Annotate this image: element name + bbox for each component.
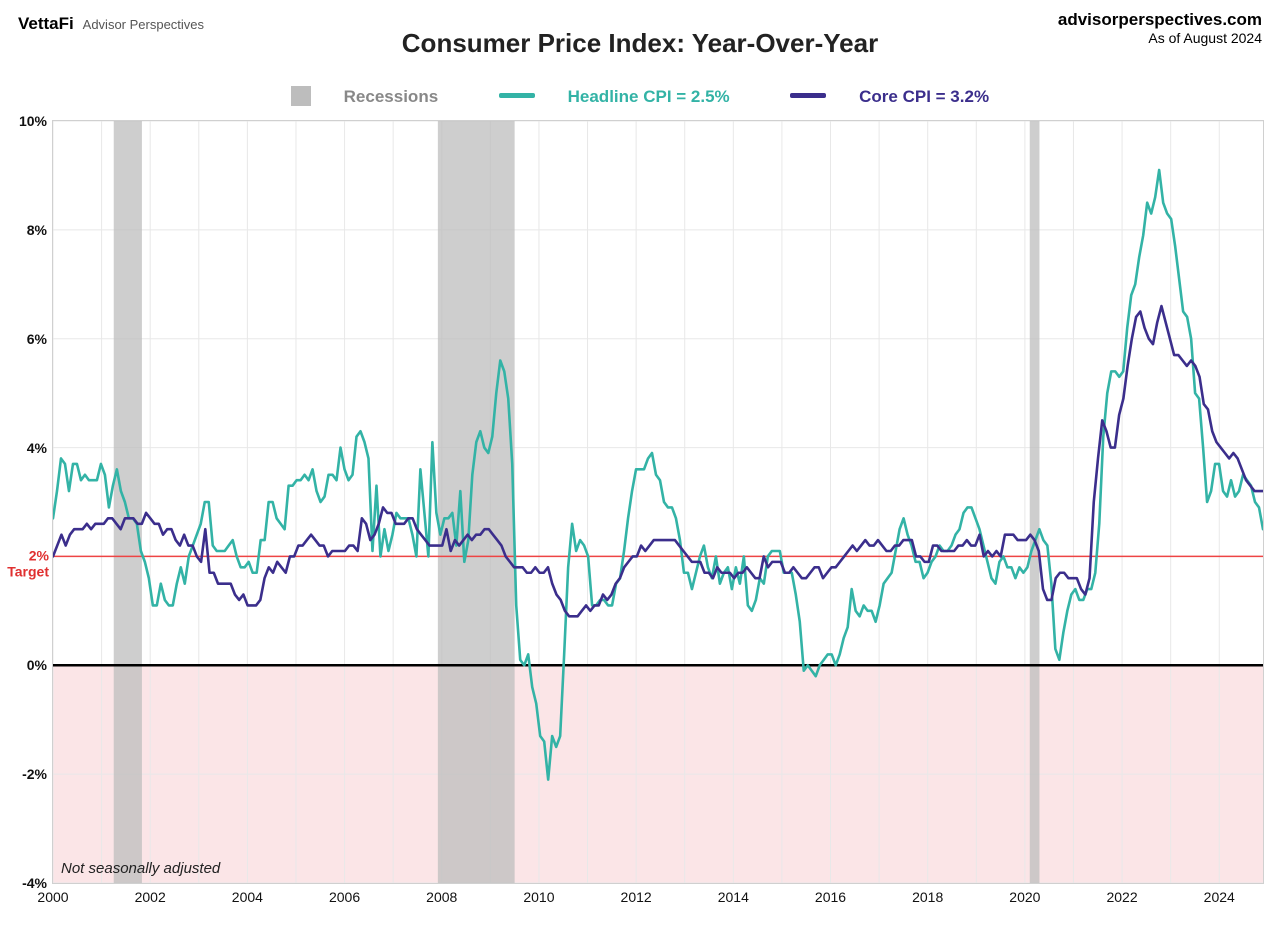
y-tick-label: 6% xyxy=(27,331,47,347)
x-tick-label: 2012 xyxy=(621,889,652,905)
legend-core: Core CPI = 3.2% xyxy=(776,87,1003,106)
x-tick-label: 2004 xyxy=(232,889,263,905)
x-tick-label: 2020 xyxy=(1009,889,1040,905)
headline-swatch xyxy=(499,93,535,98)
y-tick-label: 0% xyxy=(27,657,47,673)
chart-svg xyxy=(53,121,1263,883)
y-tick-label: -2% xyxy=(22,766,47,782)
legend: Recessions Headline CPI = 2.5% Core CPI … xyxy=(0,86,1280,107)
y-tick-label: 8% xyxy=(27,222,47,238)
x-tick-label: 2006 xyxy=(329,889,360,905)
x-tick-label: 2016 xyxy=(815,889,846,905)
x-tick-label: 2002 xyxy=(135,889,166,905)
target-label: 2%Target xyxy=(7,549,49,580)
x-tick-label: 2018 xyxy=(912,889,943,905)
x-tick-label: 2000 xyxy=(37,889,68,905)
legend-headline: Headline CPI = 2.5% xyxy=(485,87,749,106)
recession-swatch xyxy=(291,86,311,106)
x-tick-label: 2022 xyxy=(1106,889,1137,905)
core-swatch xyxy=(790,93,826,98)
y-tick-label: 4% xyxy=(27,440,47,456)
site-label: advisorperspectives.com xyxy=(1058,10,1262,30)
x-tick-label: 2014 xyxy=(718,889,749,905)
footnote: Not seasonally adjusted xyxy=(61,860,220,877)
x-tick-label: 2010 xyxy=(523,889,554,905)
y-tick-label: 10% xyxy=(19,113,47,129)
chart-plot-area: Not seasonally adjusted -4%-2%0%4%6%8%10… xyxy=(52,120,1264,884)
legend-recessions: Recessions xyxy=(277,87,457,106)
chart-title: Consumer Price Index: Year-Over-Year xyxy=(0,28,1280,59)
x-tick-label: 2008 xyxy=(426,889,457,905)
x-tick-label: 2024 xyxy=(1204,889,1235,905)
